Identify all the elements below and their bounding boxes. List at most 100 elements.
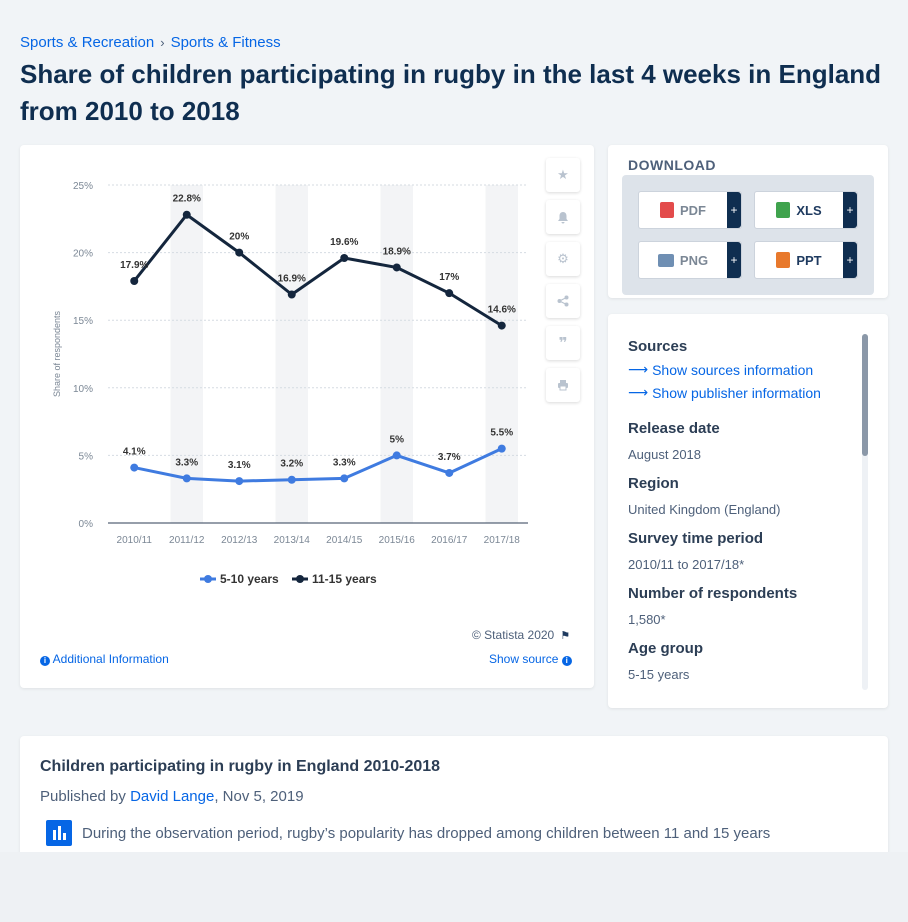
article-meta: Published by David Lange, Nov 5, 2019	[40, 788, 304, 805]
x-tick-label: 2017/18	[484, 535, 521, 546]
breadcrumb-sports-recreation[interactable]: Sports & Recreation	[20, 34, 155, 51]
data-label: 3.1%	[228, 460, 251, 471]
published-by-label: Published by	[40, 788, 126, 805]
x-tick-label: 2014/15	[326, 535, 363, 546]
y-tick-label: 5%	[79, 451, 94, 462]
author-link[interactable]: David Lange	[130, 788, 215, 805]
info-icon: i	[561, 656, 572, 666]
sources-section: Sources ⟶ Show sources information ⟶ Sho…	[628, 338, 821, 401]
article-title: Children participating in rugby in Engla…	[40, 758, 441, 775]
show-source-link[interactable]: Show source i	[489, 652, 572, 666]
plus-icon: +	[843, 242, 857, 278]
data-label: 3.2%	[280, 459, 303, 470]
data-point	[235, 248, 244, 257]
data-point	[130, 276, 139, 285]
arrow-right-icon: ⟶	[628, 361, 649, 377]
scrollbar-track[interactable]	[862, 334, 868, 690]
x-tick-label: 2011/12	[169, 535, 205, 546]
bell-icon	[558, 211, 568, 223]
data-label: 17.9%	[120, 260, 148, 271]
data-point	[445, 468, 454, 477]
share-button[interactable]	[546, 284, 580, 318]
region-value: United Kingdom (England)	[628, 502, 781, 517]
download-card: DOWNLOAD PDF + XLS + PNG +	[608, 145, 888, 298]
show-source-label: Show source	[489, 652, 559, 666]
x-tick-label: 2013/14	[274, 535, 311, 546]
x-tick-label: 2016/17	[431, 535, 468, 546]
gear-icon: ⚙	[557, 251, 569, 266]
download-title: DOWNLOAD	[628, 157, 716, 173]
y-tick-label: 15%	[73, 316, 93, 327]
article-text: During the observation period, rugby’s p…	[82, 825, 771, 842]
data-point	[130, 463, 139, 472]
release-date-label: Release date	[628, 420, 720, 437]
column-band	[275, 185, 308, 523]
favorite-button[interactable]: ★	[546, 158, 580, 192]
download-xls-label: XLS	[796, 202, 822, 218]
x-tick-label: 2012/13	[221, 535, 258, 546]
data-label: 3.7%	[438, 452, 461, 463]
survey-period-section: Survey time period 2010/11 to 2017/18*	[628, 530, 763, 572]
download-pdf-label-wrap: PDF	[639, 202, 727, 218]
data-point	[287, 475, 296, 484]
chart-toolbar: ★ ⚙ ❞	[546, 158, 582, 402]
show-sources-link[interactable]: ⟶ Show sources information	[628, 361, 821, 378]
notification-button[interactable]	[546, 200, 580, 234]
survey-period-label: Survey time period	[628, 530, 764, 547]
data-point	[340, 254, 349, 263]
column-band	[485, 185, 518, 523]
series-line-1	[133, 213, 503, 327]
breadcrumb: Sports & Recreation › Sports & Fitness	[20, 34, 281, 51]
data-label: 16.9%	[278, 274, 306, 285]
share-icon	[557, 295, 569, 307]
release-date-section: Release date August 2018	[628, 420, 720, 462]
data-point	[182, 210, 191, 219]
y-axis-label: Share of respondents	[52, 310, 62, 397]
bar-chart-icon	[46, 820, 72, 846]
respondents-label: Number of respondents	[628, 585, 798, 602]
arrow-right-icon: ⟶	[628, 384, 649, 400]
data-label: 20%	[229, 232, 249, 243]
data-point	[497, 321, 506, 330]
legend-marker	[204, 575, 212, 583]
download-ppt-button[interactable]: PPT +	[754, 241, 858, 279]
y-tick-label: 20%	[73, 249, 93, 260]
download-png-button[interactable]: PNG +	[638, 241, 742, 279]
data-point	[392, 263, 401, 272]
region-label: Region	[628, 475, 679, 492]
download-png-label-wrap: PNG	[639, 253, 727, 268]
scrollbar-thumb[interactable]	[862, 334, 868, 456]
show-publisher-link[interactable]: ⟶ Show publisher information	[628, 384, 821, 401]
download-xls-button[interactable]: XLS +	[754, 191, 858, 229]
column-band	[170, 185, 203, 523]
y-tick-label: 10%	[73, 384, 93, 395]
respondents-value: 1,580*	[628, 612, 666, 627]
additional-information-link[interactable]: i Additional Information	[40, 652, 169, 666]
data-point	[340, 474, 349, 483]
data-label: 19.6%	[330, 237, 358, 248]
show-publisher-label: Show publisher information	[652, 384, 821, 401]
settings-button[interactable]: ⚙	[546, 242, 580, 276]
breadcrumb-sports-fitness[interactable]: Sports & Fitness	[170, 34, 281, 51]
statistic-info-card: Sources ⟶ Show sources information ⟶ Sho…	[608, 314, 888, 708]
column-band	[380, 185, 413, 523]
plus-icon: +	[843, 192, 857, 228]
ppt-file-icon	[776, 252, 791, 268]
download-ppt-label-wrap: PPT	[755, 252, 843, 268]
cite-button[interactable]: ❞	[546, 326, 580, 360]
y-tick-label: 25%	[73, 181, 93, 192]
page-title: Share of children participating in rugby…	[20, 59, 882, 126]
print-icon	[558, 380, 568, 391]
print-button[interactable]	[546, 368, 580, 402]
data-label: 4.1%	[123, 447, 146, 458]
download-pdf-button[interactable]: PDF +	[638, 191, 742, 229]
data-label: 3.3%	[175, 457, 198, 468]
region-section: Region United Kingdom (England)	[628, 475, 780, 517]
publish-date: , Nov 5, 2019	[214, 788, 304, 805]
data-point	[182, 474, 191, 483]
series-line-0	[133, 447, 503, 483]
copyright-notice: © Statista 2020 ⚑	[472, 628, 570, 642]
data-label: 17%	[439, 272, 459, 283]
flag-icon[interactable]: ⚑	[560, 630, 571, 642]
png-file-icon	[657, 253, 674, 267]
